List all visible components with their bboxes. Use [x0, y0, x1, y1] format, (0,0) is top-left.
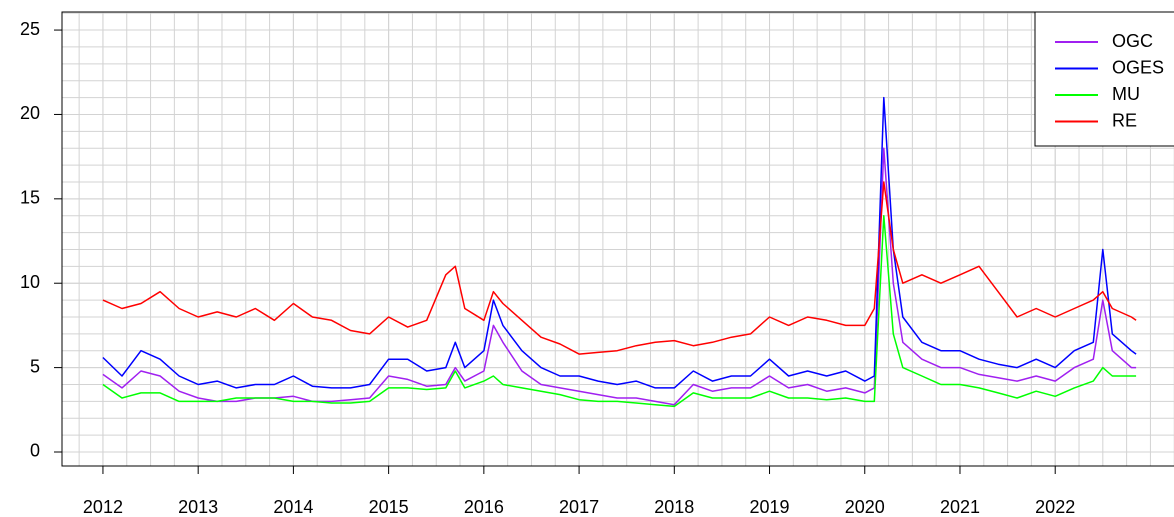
x-tick-label: 2015 — [369, 497, 409, 517]
y-tick-label: 10 — [20, 272, 40, 292]
y-tick-label: 20 — [20, 103, 40, 123]
y-tick-label: 5 — [30, 356, 40, 376]
series-line — [102, 214, 1137, 408]
y-tick-label: 0 — [30, 441, 40, 461]
x-tick-label: 2022 — [1035, 497, 1075, 517]
y-tick-label: 25 — [20, 19, 40, 39]
series-line — [102, 147, 1137, 406]
x-tick-label: 2019 — [750, 497, 790, 517]
x-tick-label: 2020 — [845, 497, 885, 517]
x-tick-label: 2012 — [83, 497, 123, 517]
legend-label: MU — [1112, 84, 1140, 104]
x-tick-label: 2016 — [464, 497, 504, 517]
x-tick-label: 2021 — [940, 497, 980, 517]
legend-box — [1034, 11, 1174, 147]
series-line — [102, 96, 1137, 389]
series-line — [102, 181, 1137, 355]
legend-label: RE — [1112, 110, 1137, 130]
x-tick-label: 2018 — [654, 497, 694, 517]
x-tick-label: 2013 — [178, 497, 218, 517]
plot-frame — [61, 11, 1174, 467]
x-tick-label: 2014 — [273, 497, 313, 517]
legend-label: OGC — [1112, 31, 1153, 51]
y-tick-label: 15 — [20, 188, 40, 208]
legend-label: OGES — [1112, 57, 1164, 77]
x-tick-label: 2017 — [559, 497, 599, 517]
